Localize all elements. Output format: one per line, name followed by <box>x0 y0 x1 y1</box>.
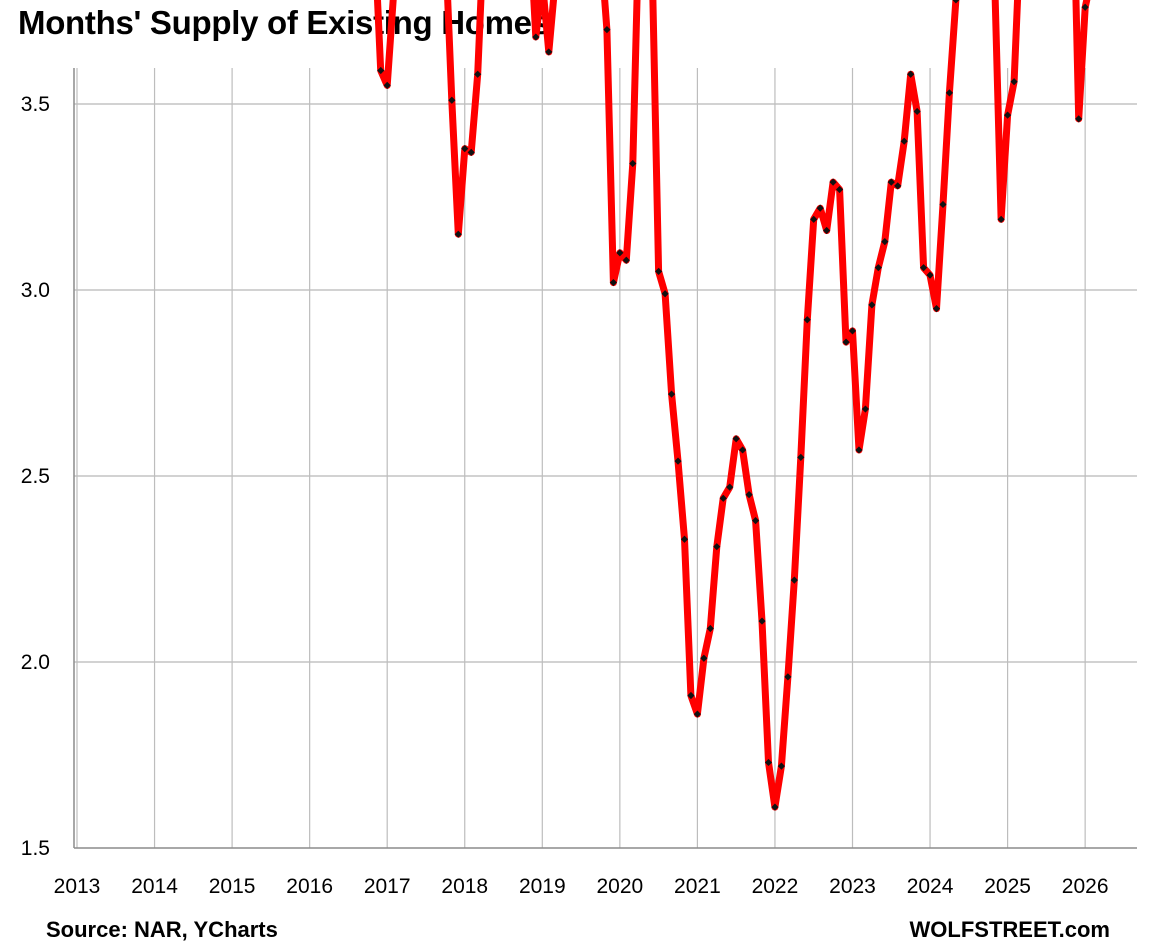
data-point <box>680 535 689 543</box>
data-point <box>810 215 818 223</box>
x-tick-label: 2013 <box>54 875 101 898</box>
data-point <box>1004 111 1012 119</box>
x-tick-label: 2019 <box>519 875 566 898</box>
data-point <box>790 576 798 584</box>
data-point <box>842 338 850 346</box>
data-point <box>1081 3 1089 11</box>
data-point <box>777 762 786 770</box>
x-tick-label: 2016 <box>286 875 333 898</box>
y-tick-label: 2.0 <box>21 651 50 674</box>
x-tick-label: 2015 <box>209 875 256 898</box>
data-point <box>997 215 1005 223</box>
brand-label: WOLFSTREET.com <box>909 917 1110 942</box>
data-point <box>667 390 676 398</box>
y-tick-label: 3.5 <box>21 93 50 116</box>
y-tick-label: 1.5 <box>21 837 50 860</box>
data-point <box>461 145 469 153</box>
data-point <box>655 267 663 275</box>
data-point <box>829 178 837 186</box>
data-point <box>835 185 844 194</box>
data-point <box>803 316 811 324</box>
data-point <box>887 178 895 186</box>
data-point <box>823 226 831 235</box>
data-point <box>739 446 747 454</box>
data-point <box>622 256 630 264</box>
data-point <box>629 159 637 168</box>
grid-lines <box>73 68 1137 849</box>
data-point <box>448 96 456 104</box>
data-point <box>719 494 727 502</box>
data-point <box>868 301 876 309</box>
x-tick-label: 2022 <box>752 875 799 898</box>
data-point <box>758 617 766 625</box>
y-tick-label: 3.0 <box>21 279 50 302</box>
data-point <box>474 70 482 78</box>
data-point <box>900 137 908 145</box>
data-point <box>545 48 553 56</box>
data-point <box>919 264 928 272</box>
data-point <box>855 446 863 454</box>
data-point <box>1075 115 1083 123</box>
data-point <box>1010 78 1018 86</box>
data-point <box>609 278 617 287</box>
x-tick-label: 2014 <box>131 875 178 898</box>
data-point <box>693 710 701 718</box>
data-point <box>713 543 721 551</box>
data-point <box>706 624 714 633</box>
data-point <box>945 89 954 97</box>
series-group <box>374 0 1091 811</box>
data-point <box>771 803 779 811</box>
data-point <box>732 435 740 443</box>
x-tick-label: 2021 <box>674 875 721 898</box>
markers-group <box>377 0 1089 811</box>
data-point <box>894 182 902 190</box>
data-point <box>745 491 753 499</box>
source-note: Source: NAR, YCharts <box>46 917 278 942</box>
data-point <box>907 70 915 78</box>
data-point <box>861 405 870 413</box>
data-point <box>816 204 824 212</box>
data-point <box>726 483 734 491</box>
data-point <box>377 66 385 75</box>
x-tick-label: 2024 <box>907 875 954 898</box>
data-point <box>383 81 391 89</box>
x-tick-label: 2025 <box>984 875 1031 898</box>
data-point <box>881 238 889 246</box>
data-point <box>467 148 475 156</box>
data-point <box>848 327 857 335</box>
data-point <box>454 230 462 238</box>
data-point <box>603 26 611 34</box>
data-point <box>687 691 695 700</box>
data-point <box>874 264 882 272</box>
data-point <box>926 271 934 279</box>
x-tick-label: 2017 <box>364 875 411 898</box>
y-tick-label: 2.5 <box>21 465 50 488</box>
data-point <box>532 33 540 41</box>
data-point <box>797 453 805 461</box>
data-point <box>764 758 773 767</box>
y-axis-ticks: 1.52.02.53.03.54.04.55.05.5 <box>21 93 50 860</box>
data-point <box>939 200 947 209</box>
data-point <box>674 457 682 465</box>
data-point <box>952 0 960 4</box>
chart-title: Months' Supply of Existing Homes <box>18 4 550 41</box>
x-tick-label: 2026 <box>1062 875 1109 898</box>
data-point <box>661 290 669 298</box>
series-line <box>374 0 1091 811</box>
data-point <box>932 305 941 313</box>
x-tick-label: 2023 <box>829 875 876 898</box>
data-point <box>913 107 921 116</box>
data-point <box>700 654 708 662</box>
data-point <box>616 249 624 257</box>
x-axis-ticks: 2013 2014 2015 2016 2017 2018 2019 2020 2021 2022… <box>54 875 1109 898</box>
x-tick-label: 2018 <box>441 875 488 898</box>
data-point <box>751 517 760 525</box>
x-tick-label: 2020 <box>596 875 643 898</box>
data-point <box>784 673 792 681</box>
